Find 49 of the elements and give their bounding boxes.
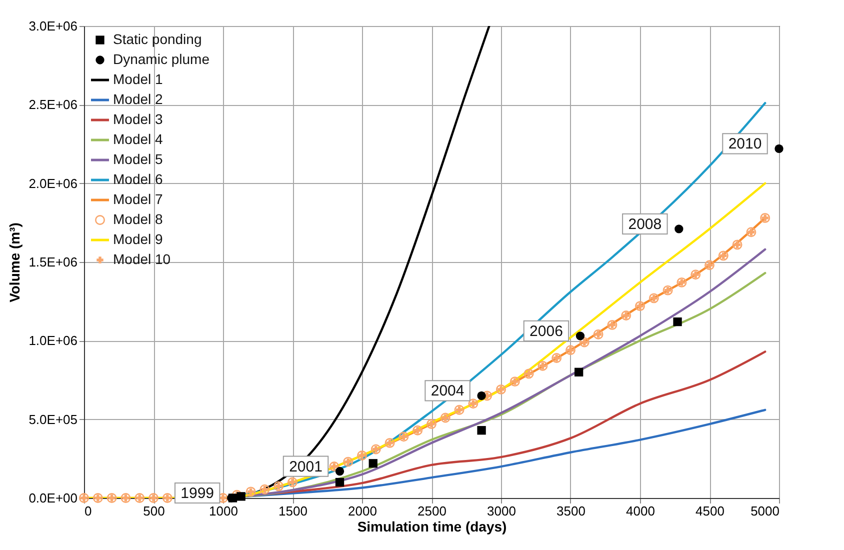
y-tick-label: 2.0E+06 — [28, 176, 78, 191]
annotation: 2004 — [430, 382, 464, 400]
point — [774, 144, 784, 154]
point — [574, 368, 584, 376]
annotation: 2010 — [728, 136, 762, 153]
legend-label: Model 1 — [113, 71, 164, 87]
legend-label: Model 4 — [113, 131, 164, 147]
legend-label: Model 7 — [113, 191, 164, 207]
legend-label: Static ponding — [113, 31, 202, 47]
x-tick-label: 0 — [84, 504, 92, 518]
point — [335, 466, 344, 476]
y-tick-label: 1.0E+06 — [28, 333, 78, 348]
x-tick-label: 4000 — [626, 504, 655, 518]
x-tick-label: 1500 — [278, 504, 308, 518]
point — [236, 492, 246, 501]
annotation: 2001 — [289, 458, 322, 476]
point — [477, 391, 486, 400]
legend-label: Model 9 — [113, 231, 164, 247]
y-tick-label: 3.0E+06 — [28, 18, 78, 34]
x-tick-label: 5000 — [750, 504, 780, 518]
y-tick-label: 5.0E+05 — [28, 412, 78, 427]
annotation: 1999 — [180, 485, 214, 502]
point — [477, 426, 486, 435]
point — [674, 224, 684, 234]
legend-label: Model 5 — [113, 151, 164, 167]
legend-label: Model 8 — [113, 211, 164, 227]
y-tick-label: 1.5E+06 — [28, 254, 78, 270]
x-tick-label: 3500 — [556, 504, 586, 518]
x-tick-label: 4500 — [696, 504, 724, 518]
y-tick-label: 0.0E+00 — [28, 490, 78, 506]
annotation: 2006 — [530, 322, 563, 340]
legend-label: Model 3 — [113, 111, 164, 127]
point — [368, 459, 378, 468]
point — [576, 332, 585, 340]
legend-label: Model 6 — [113, 171, 164, 187]
point — [335, 478, 344, 487]
x-tick-label: 500 — [143, 504, 165, 518]
x-tick-label: 2000 — [348, 504, 377, 518]
y-tick-label: 2.5E+06 — [28, 97, 78, 112]
y-axis-title: Volume (m³) — [6, 222, 23, 302]
legend-label: Model 10 — [113, 251, 171, 267]
x-axis-title: Simulation time (days) — [357, 518, 507, 534]
x-tick-label: 3000 — [487, 504, 516, 518]
point — [673, 317, 682, 326]
x-tick-label: 2500 — [418, 504, 446, 518]
x-tick-label: 1000 — [209, 504, 238, 518]
legend-label: Dynamic plume — [113, 51, 210, 67]
legend-label: Model 2 — [113, 91, 164, 107]
annotation: 2008 — [628, 216, 662, 233]
